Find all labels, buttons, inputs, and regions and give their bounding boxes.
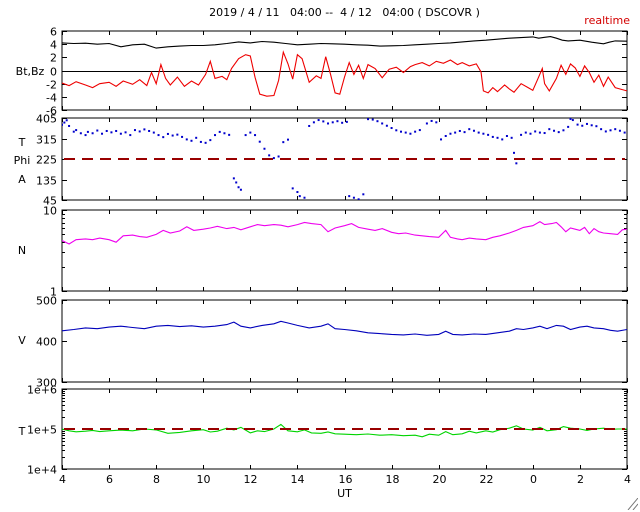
y-tick-label: 4	[50, 39, 57, 52]
panel-frame	[61, 299, 628, 383]
n-series-line	[62, 220, 627, 245]
x-tick-label: 2	[577, 473, 584, 486]
x-tick-label: 0	[530, 473, 537, 486]
x-tick-label: 16	[339, 473, 353, 486]
panel-velocity: 500 400 300	[36, 295, 628, 390]
y-tick-label: 135	[36, 175, 57, 188]
x-tick-label: 20	[433, 473, 447, 486]
x-tick-label: 14	[291, 473, 305, 486]
x-axis-label: UT	[337, 487, 352, 500]
axis-label-n: N	[17, 244, 27, 257]
axis-label-theta: T	[18, 136, 26, 149]
y-tick-label: 6	[50, 26, 57, 39]
axis-label-t: T	[18, 425, 26, 438]
panel-angles: 405 315 225 135 45	[36, 113, 628, 208]
y-tick-label: 1e+5	[27, 424, 57, 437]
realtime-badge: realtime	[584, 14, 630, 27]
y-tick-label: -6	[46, 105, 57, 118]
y-tick-label: 0	[50, 66, 57, 79]
panel-frame	[61, 30, 628, 111]
x-tick-label: 4	[624, 473, 631, 486]
y-tick-label: 225	[36, 154, 57, 167]
panel-density: 10 1	[43, 205, 628, 299]
y-tick-label: 315	[36, 134, 57, 147]
x-tick-label: 8	[153, 473, 160, 486]
x-tick-label: 10	[197, 473, 211, 486]
axis-label-btbz: Bt,Bz	[15, 65, 45, 78]
y-tick-label: 10	[43, 205, 57, 218]
y-tick-label: 400	[36, 336, 57, 349]
y-tick-label: 300	[36, 377, 57, 390]
x-tick-label: 6	[106, 473, 113, 486]
y-tick-label: 1e+4	[27, 464, 57, 477]
y-tick-label: 1	[50, 286, 57, 299]
axis-label-a: A	[18, 173, 26, 186]
y-tick-label: -4	[46, 92, 57, 105]
v-series-line	[62, 320, 627, 336]
resize-grip-icon[interactable]	[624, 498, 638, 510]
x-tick-label: 4	[59, 473, 66, 486]
y-tick-label: 405	[36, 113, 57, 126]
y-tick-label: 2	[50, 52, 57, 65]
axis-label-phi: Phi	[13, 154, 31, 167]
axis-label-v: V	[18, 334, 26, 347]
x-tick-label: 22	[480, 473, 494, 486]
x-tick-label: 12	[244, 473, 258, 486]
plot-title: 2019 / 4 / 11 04:00 -- 4 / 12 04:00 ( DS…	[209, 6, 480, 19]
bt-series-line	[62, 36, 627, 49]
bz-series-line	[62, 50, 627, 97]
phi-scatter	[62, 118, 626, 200]
panel-frame	[61, 209, 628, 292]
y-tick-label: 500	[36, 295, 57, 308]
y-tick-label: 45	[43, 195, 57, 208]
y-tick-label: -2	[46, 79, 57, 92]
y-tick-label: 1e+6	[27, 384, 57, 397]
panel-temperature: 4 6 8 10 12 14 16 18 20 22 0 2 4 1e+6 1e+5 1e+4	[27, 384, 631, 487]
t-series-line	[62, 423, 627, 438]
x-tick-label: 18	[386, 473, 400, 486]
